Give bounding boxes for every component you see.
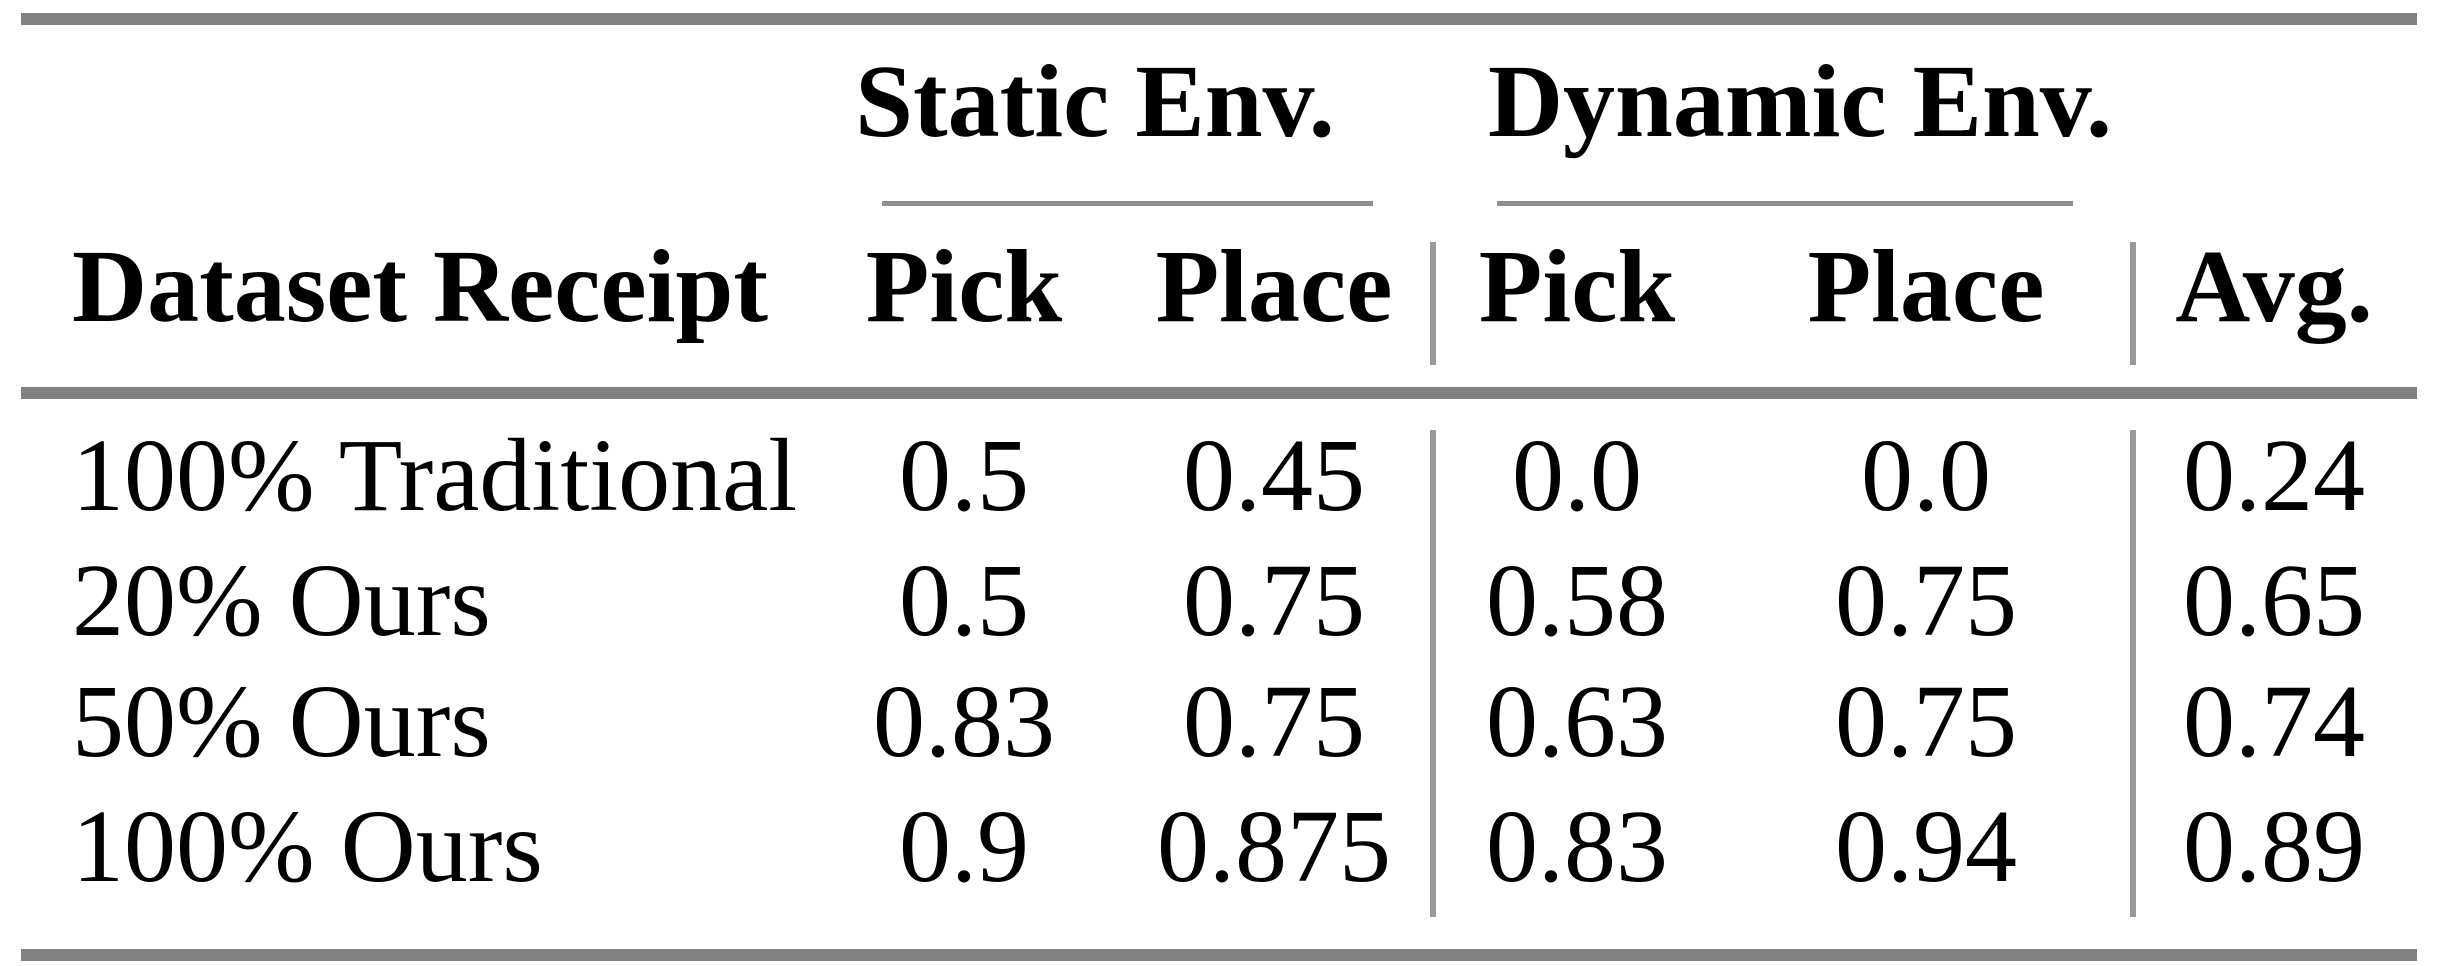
top-rule [21, 13, 2417, 25]
cell-dynamic-place: 0.0 [1861, 418, 1991, 533]
header-dynamic-place: Place [1807, 229, 2045, 344]
cell-dynamic-pick: 0.58 [1486, 543, 1668, 658]
cell-static-pick: 0.5 [899, 543, 1029, 658]
bottom-rule [21, 949, 2417, 961]
dynamic-env-underline [1497, 201, 2073, 206]
vertical-separator-2-header [2130, 242, 2136, 365]
vertical-separator-1-header [1430, 242, 1436, 365]
header-dataset-receipt: Dataset Receipt [72, 229, 768, 344]
header-avg: Avg. [2175, 229, 2373, 344]
header-static-pick: Pick [865, 229, 1063, 344]
cell-avg: 0.89 [2183, 789, 2365, 904]
cell-static-pick: 0.9 [899, 789, 1029, 904]
col-group-static-env: Static Env. [855, 44, 1335, 159]
header-dynamic-pick: Pick [1478, 229, 1676, 344]
header-bottom-rule [21, 387, 2417, 399]
cell-dynamic-pick: 0.63 [1486, 664, 1668, 779]
row-label: 100% Traditional [72, 418, 798, 533]
cell-dynamic-place: 0.94 [1835, 789, 2017, 904]
cell-dynamic-place: 0.75 [1835, 664, 2017, 779]
cell-avg: 0.24 [2183, 418, 2365, 533]
cell-static-place: 0.45 [1183, 418, 1365, 533]
cell-static-pick: 0.5 [899, 418, 1029, 533]
vertical-separator-2-body [2130, 430, 2136, 917]
row-label: 50% Ours [72, 664, 491, 779]
vertical-separator-1-body [1430, 430, 1436, 917]
cell-avg: 0.74 [2183, 664, 2365, 779]
cell-dynamic-pick: 0.0 [1512, 418, 1642, 533]
cell-static-place: 0.75 [1183, 664, 1365, 779]
row-label: 100% Ours [72, 789, 543, 904]
cell-static-place: 0.875 [1157, 789, 1391, 904]
row-label: 20% Ours [72, 543, 491, 658]
cell-static-pick: 0.83 [873, 664, 1055, 779]
cell-static-place: 0.75 [1183, 543, 1365, 658]
cell-avg: 0.65 [2183, 543, 2365, 658]
col-group-dynamic-env: Dynamic Env. [1487, 44, 2113, 159]
cell-dynamic-place: 0.75 [1835, 543, 2017, 658]
header-static-place: Place [1155, 229, 1393, 344]
cell-dynamic-pick: 0.83 [1486, 789, 1668, 904]
static-env-underline [882, 201, 1373, 206]
